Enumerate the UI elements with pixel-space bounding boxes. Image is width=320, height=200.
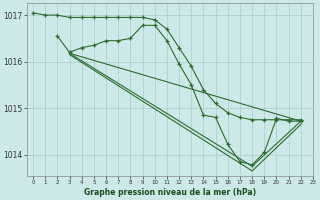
X-axis label: Graphe pression niveau de la mer (hPa): Graphe pression niveau de la mer (hPa) (84, 188, 256, 197)
